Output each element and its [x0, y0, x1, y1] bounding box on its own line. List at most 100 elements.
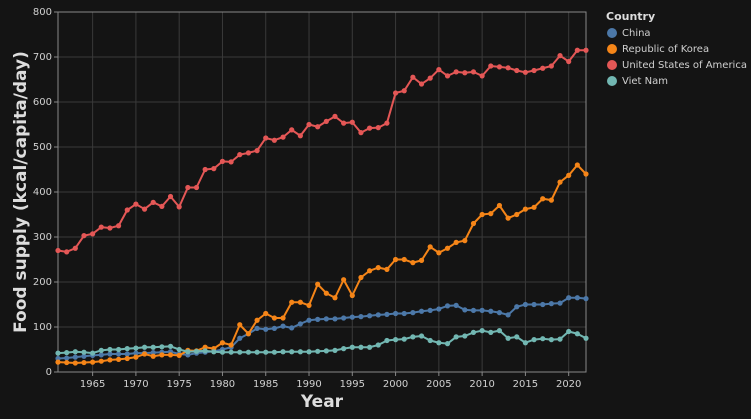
point: [315, 316, 321, 322]
point: [574, 162, 580, 168]
point: [470, 220, 477, 227]
point: [514, 211, 520, 218]
point: [548, 337, 554, 343]
point: [453, 334, 459, 340]
point: [453, 302, 459, 308]
point: [81, 233, 87, 239]
point: [488, 63, 494, 69]
point: [574, 295, 580, 301]
point: [514, 304, 520, 310]
point: [548, 63, 554, 69]
point: [488, 211, 494, 217]
point: [418, 308, 425, 314]
point: [418, 333, 425, 339]
point: [133, 345, 139, 351]
point: [254, 148, 260, 154]
point: [583, 335, 589, 341]
x-tick-label: 1970: [123, 379, 148, 390]
point: [332, 316, 338, 322]
plot-frame: [57, 11, 587, 373]
point: [271, 349, 277, 355]
point: [150, 353, 156, 359]
legend-swatch: [607, 44, 617, 54]
point: [392, 337, 399, 343]
x-tick-label: 2005: [426, 379, 451, 390]
x-tick-label: 1965: [80, 379, 105, 390]
point: [185, 349, 191, 355]
point: [401, 256, 407, 263]
point: [566, 328, 572, 335]
legend-label: Republic of Korea: [622, 44, 709, 55]
point: [410, 74, 416, 80]
point: [107, 346, 113, 353]
x-tick-label: 2020: [556, 379, 581, 390]
point: [392, 90, 399, 96]
point: [341, 120, 347, 126]
point: [557, 336, 563, 342]
point: [193, 348, 200, 354]
point: [375, 342, 381, 348]
point: [479, 328, 485, 334]
point: [167, 343, 174, 349]
point: [219, 158, 226, 164]
y-axis-title: Food supply (kcal/capita/day): [11, 51, 31, 333]
point: [548, 301, 554, 307]
point: [245, 150, 252, 156]
point: [237, 335, 243, 341]
point: [271, 137, 277, 143]
point: [401, 310, 407, 317]
point: [384, 311, 390, 317]
point: [505, 65, 511, 71]
legend-swatch: [607, 60, 617, 70]
point: [228, 159, 234, 165]
point: [55, 350, 61, 356]
point: [462, 333, 468, 339]
point: [150, 350, 156, 356]
point: [436, 306, 442, 312]
point: [514, 334, 520, 340]
point: [574, 47, 580, 53]
point: [90, 350, 96, 356]
legend-label: Viet Nam: [622, 76, 668, 87]
y-tick-label: 200: [33, 277, 52, 288]
point: [107, 351, 113, 357]
point: [315, 124, 321, 130]
x-tick-label: 1985: [253, 379, 278, 390]
point: [185, 184, 191, 191]
point: [167, 193, 174, 200]
point: [540, 65, 546, 71]
point: [141, 206, 148, 212]
point: [479, 211, 485, 218]
point: [375, 312, 381, 318]
point: [289, 325, 295, 331]
point: [505, 312, 511, 318]
point: [557, 179, 563, 185]
point: [436, 250, 442, 256]
x-tick-label: 1980: [210, 379, 235, 390]
point: [349, 119, 355, 125]
point: [531, 301, 537, 308]
point: [453, 239, 459, 245]
legend-swatch: [607, 28, 617, 38]
point: [280, 323, 286, 329]
point: [367, 125, 373, 131]
point: [323, 316, 329, 322]
y-tick-label: 700: [33, 52, 52, 63]
point: [245, 331, 252, 337]
point: [453, 69, 459, 75]
point: [358, 274, 364, 281]
point: [436, 340, 442, 346]
point: [384, 266, 390, 272]
point: [263, 310, 269, 317]
point: [254, 325, 260, 331]
point: [462, 307, 468, 313]
legend-label: United States of America: [622, 60, 747, 71]
x-tick-label: 2010: [469, 379, 494, 390]
point: [479, 73, 485, 79]
point: [444, 245, 451, 251]
point: [315, 281, 321, 287]
point: [271, 325, 277, 331]
point: [124, 355, 130, 362]
point: [479, 307, 485, 313]
point: [367, 268, 373, 274]
